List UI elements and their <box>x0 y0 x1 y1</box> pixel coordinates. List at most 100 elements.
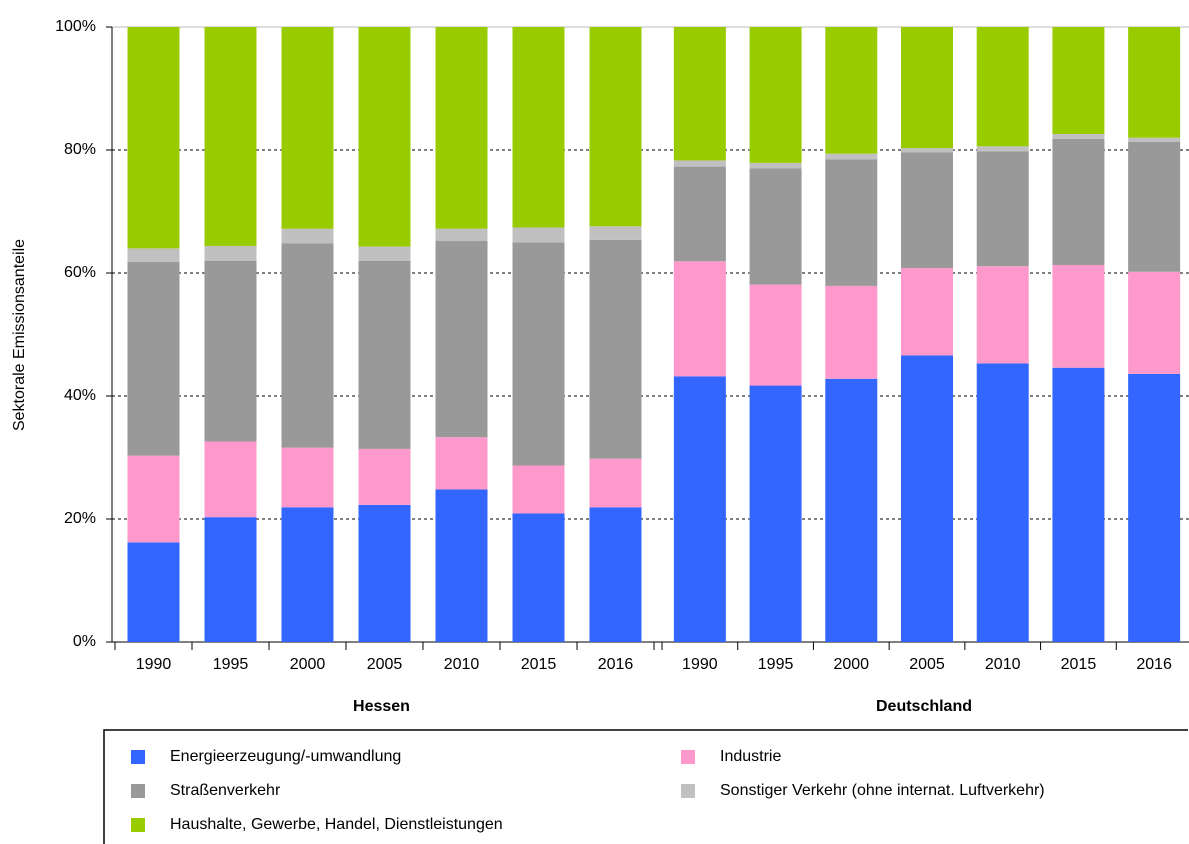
bar-segment <box>673 27 726 161</box>
bar-segment <box>512 242 565 466</box>
x-tick-label: 1995 <box>213 656 249 673</box>
bar-segment <box>901 148 953 153</box>
x-tick-label: 2016 <box>598 656 634 673</box>
bar-segment <box>901 268 953 356</box>
legend-label: Energieerzeugung/-umwandlung <box>170 748 401 765</box>
legend-label: Haushalte, Gewerbe, Handel, Dienstleistu… <box>170 816 503 833</box>
bar-segment <box>127 542 180 642</box>
bar-segment <box>281 447 334 508</box>
bar-segment <box>127 261 180 456</box>
bar-segment <box>1052 27 1105 135</box>
y-tick-label: 0% <box>73 633 96 650</box>
bar-segment <box>673 376 726 642</box>
bar-segment <box>589 27 642 227</box>
bar-segment <box>1052 134 1105 139</box>
bar-segment <box>358 246 411 261</box>
bar-segment <box>435 437 488 490</box>
bar-segment <box>358 448 411 505</box>
bar-segment <box>825 27 878 154</box>
bar-segment <box>589 226 642 240</box>
x-tick-label: 2000 <box>833 656 869 673</box>
bar-segment <box>749 385 802 642</box>
bar-segment <box>589 458 642 508</box>
bar-segment <box>589 507 642 642</box>
bar-segment <box>512 513 565 642</box>
x-tick-label: 2005 <box>909 656 945 673</box>
bar-segment <box>204 517 257 642</box>
bar-segment <box>749 27 802 163</box>
legend-swatch <box>131 750 145 764</box>
legend-swatch <box>681 750 695 764</box>
bar-segment <box>901 152 953 269</box>
y-axis-label: Sektorale Emissionsanteile <box>11 239 28 431</box>
bar-segment <box>749 168 802 285</box>
bar-segment <box>512 465 565 514</box>
y-tick-label: 60% <box>64 264 96 281</box>
bar-segment <box>749 284 802 386</box>
bar-segment <box>204 260 257 442</box>
legend-swatch <box>131 818 145 832</box>
bar-segment <box>825 153 878 160</box>
x-tick-label: 2005 <box>367 656 403 673</box>
bar-segment <box>358 260 411 449</box>
bar-segment <box>901 27 953 149</box>
group-label: Hessen <box>353 698 410 715</box>
bar-segment <box>1052 265 1105 368</box>
bar-segment <box>673 160 726 167</box>
bar-segment <box>1052 138 1105 266</box>
legend-label: Sonstiger Verkehr (ohne internat. Luftve… <box>720 782 1045 799</box>
y-tick-label: 20% <box>64 510 96 527</box>
x-tick-label: 1990 <box>682 656 718 673</box>
bar-segment <box>204 27 257 246</box>
bar-segment <box>976 363 1029 642</box>
bar-segment <box>512 227 565 243</box>
x-tick-label: 2015 <box>1061 656 1097 673</box>
bar-segment <box>358 27 411 247</box>
bar-segment <box>976 266 1029 364</box>
bar-segment <box>127 27 180 249</box>
bar-segment <box>204 245 257 261</box>
bar-segment <box>976 27 1029 147</box>
bar-segment <box>281 27 334 229</box>
bar-segment <box>127 248 180 262</box>
x-tick-label: 2015 <box>521 656 557 673</box>
bar-segment <box>1052 367 1105 642</box>
bar-segment <box>589 239 642 459</box>
bar-segment <box>901 355 953 642</box>
bar-segment <box>673 166 726 262</box>
legend-swatch <box>131 784 145 798</box>
bar-segment <box>512 27 565 228</box>
x-tick-label: 1995 <box>758 656 794 673</box>
bar-segment <box>204 441 257 518</box>
bar-segment <box>1128 271 1181 374</box>
bar-segment <box>825 285 878 379</box>
bar-segment <box>358 504 411 642</box>
bar-segment <box>1128 142 1181 272</box>
bar-segment <box>825 378 878 642</box>
bar-segment <box>281 507 334 642</box>
bar-segment <box>1128 373 1181 642</box>
bar-segment <box>281 228 334 244</box>
x-tick-label: 2016 <box>1136 656 1172 673</box>
bar-segment <box>825 159 878 286</box>
x-tick-label: 2000 <box>290 656 326 673</box>
legend-label: Straßenverkehr <box>170 782 281 799</box>
bar-segment <box>281 243 334 448</box>
x-tick-label: 2010 <box>444 656 480 673</box>
x-tick-label: 1990 <box>136 656 172 673</box>
bar-segment <box>1128 27 1181 138</box>
legend-label: Industrie <box>720 748 781 765</box>
legend-swatch <box>681 784 695 798</box>
y-tick-label: 40% <box>64 387 96 404</box>
bar-segment <box>673 261 726 377</box>
bar-segment <box>435 228 488 242</box>
group-label: Deutschland <box>876 698 972 715</box>
y-tick-label: 80% <box>64 141 96 158</box>
bar-segment <box>435 489 488 642</box>
bar-segment <box>749 162 802 169</box>
legend-frame <box>103 729 1188 844</box>
bar-segment <box>435 27 488 229</box>
bar-segment <box>976 146 1029 152</box>
y-tick-label: 100% <box>55 18 96 35</box>
